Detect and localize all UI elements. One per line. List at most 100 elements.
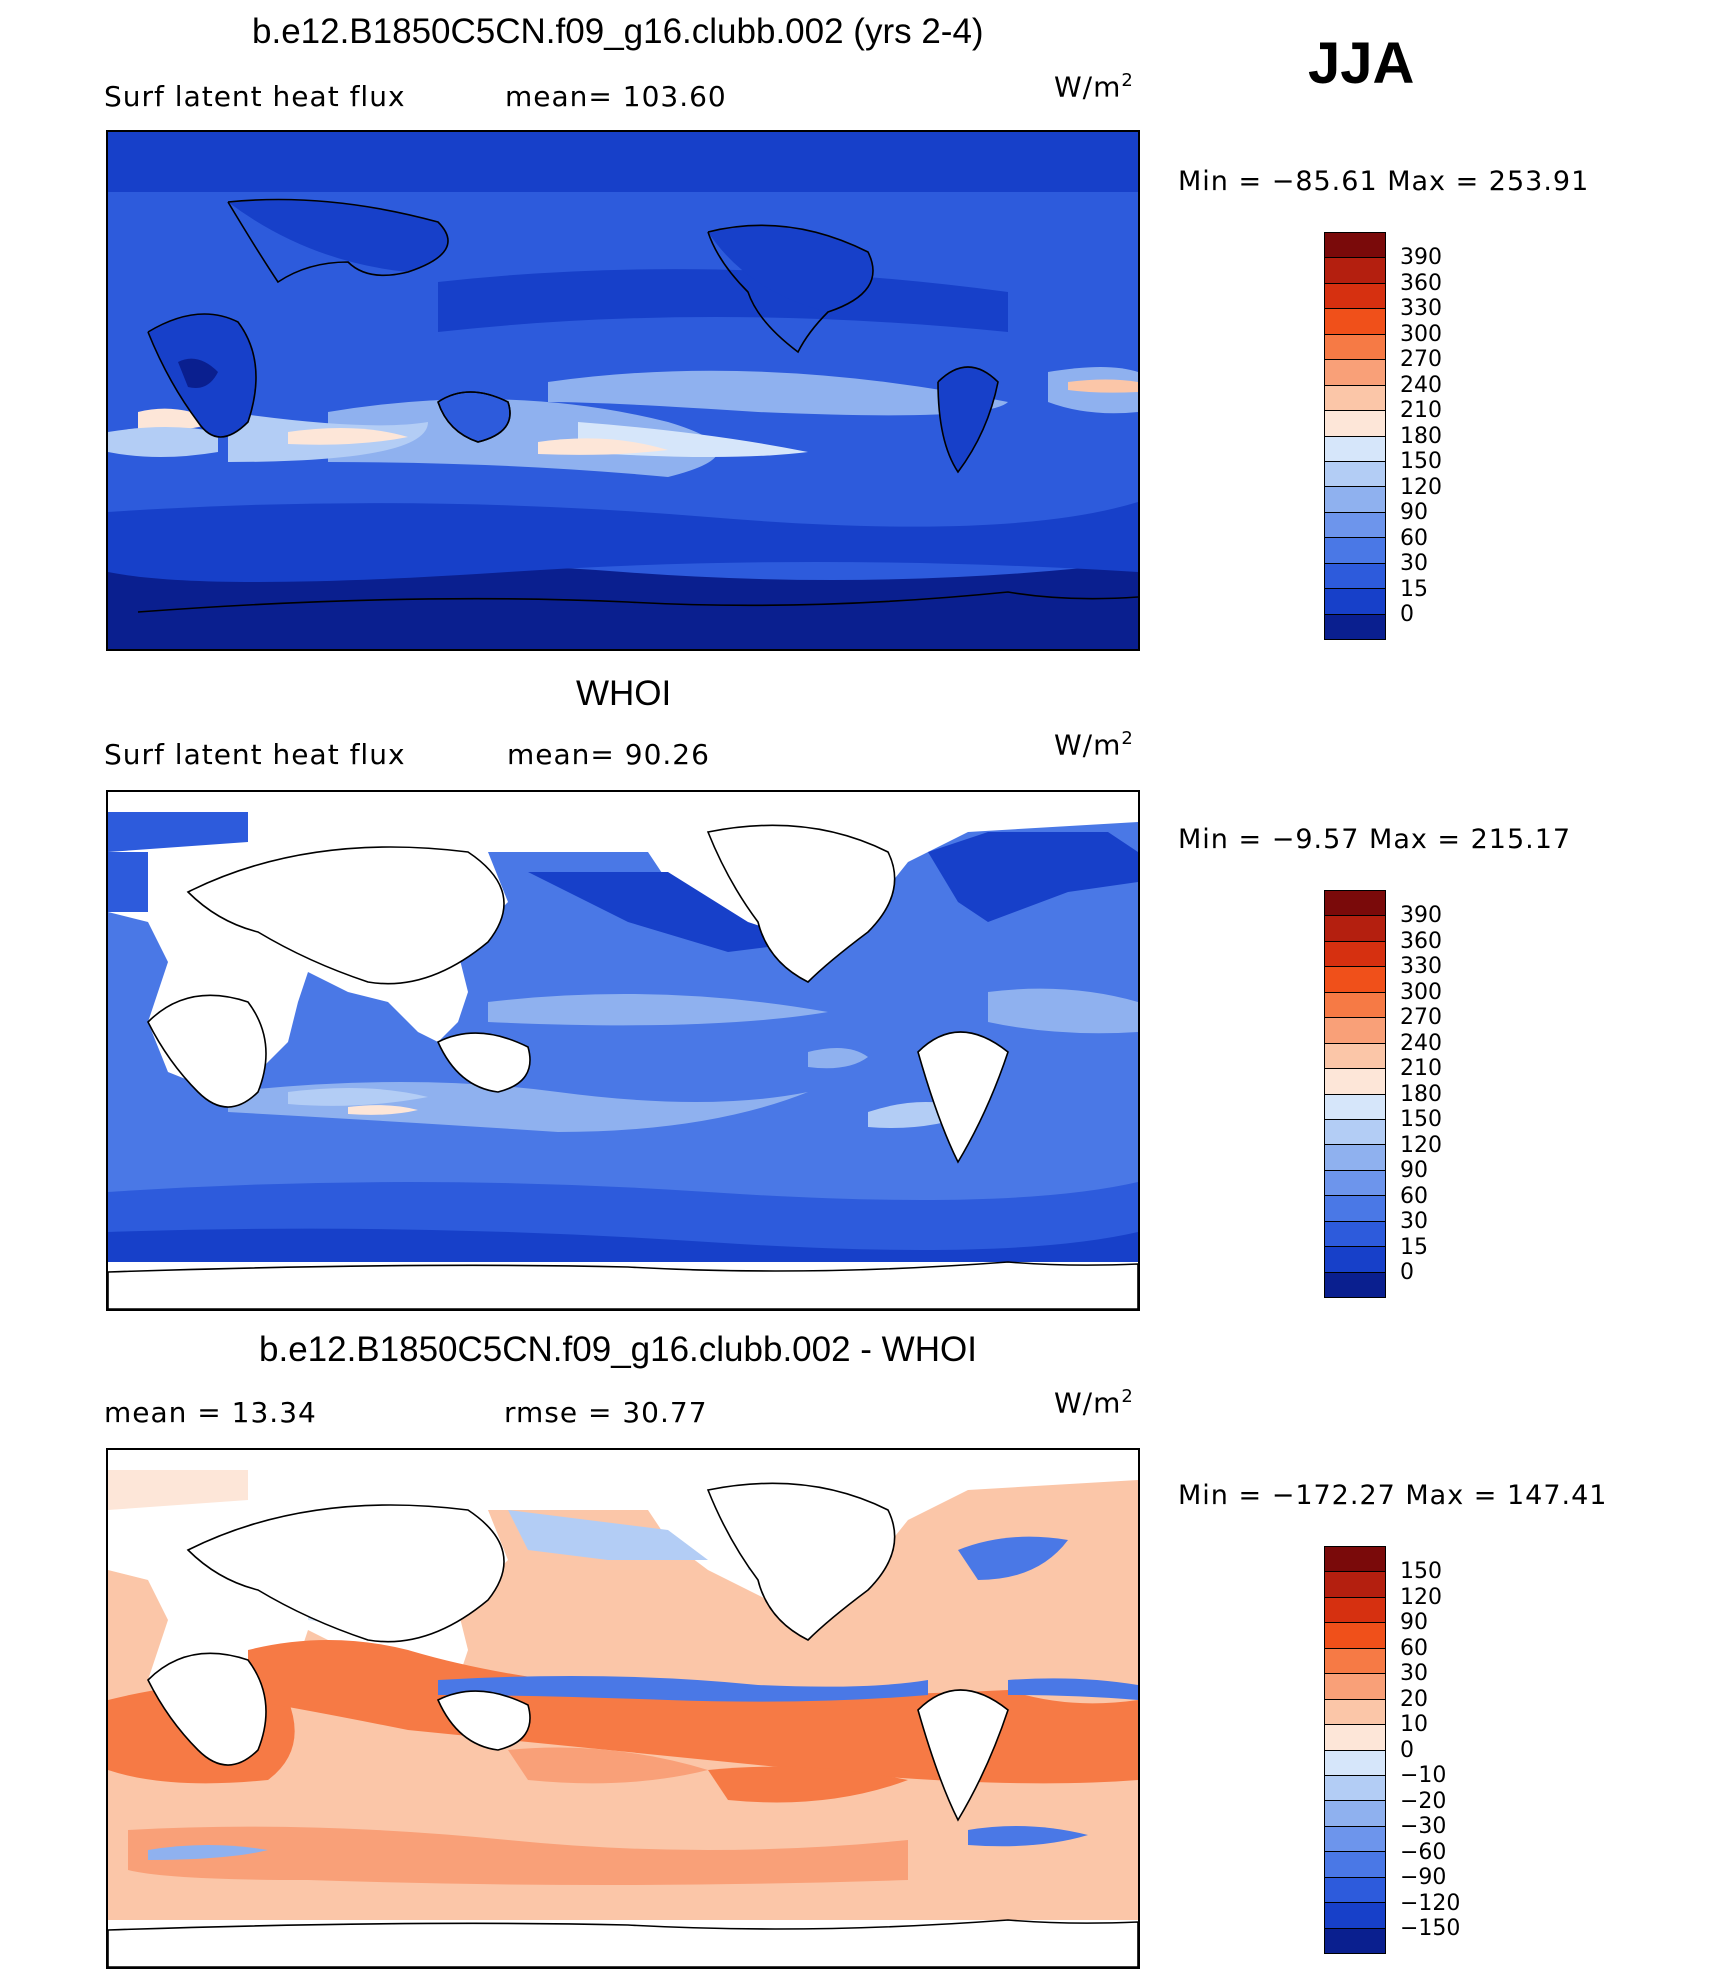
colorbar-level-label: 390 (1400, 903, 1442, 928)
colorbar-swatch (1325, 360, 1385, 386)
colorbar-swatch (1325, 1119, 1385, 1146)
colorbar-swatch (1325, 1043, 1385, 1070)
colorbar-level-label: 180 (1400, 1081, 1442, 1107)
panel1-variable-label: Surf latent heat flux (104, 80, 406, 113)
colorbar-swatch (1325, 1725, 1385, 1751)
panel1-title: b.e12.B1850C5CN.f09_g16.clubb.002 (yrs 2… (252, 12, 984, 51)
colorbar-level-label: 120 (1400, 474, 1442, 500)
colorbar-swatch (1325, 1903, 1385, 1929)
colorbar-swatch (1325, 538, 1385, 564)
colorbar-level-label: 300 (1400, 979, 1442, 1005)
colorbar-level-label: 360 (1400, 270, 1442, 296)
colorbar-swatch (1325, 916, 1385, 942)
colorbar-swatch (1325, 461, 1385, 488)
season-label: JJA (1308, 31, 1415, 96)
colorbar-level-label: 15 (1400, 1234, 1428, 1260)
colorbar-level-label: −60 (1400, 1839, 1447, 1865)
colorbar-level-label: 240 (1400, 1030, 1442, 1056)
colorbar-level-label: 0 (1400, 1260, 1414, 1285)
colorbar-swatch (1325, 283, 1385, 310)
panel2-colorbar (1324, 890, 1386, 1298)
colorbar-swatch (1325, 891, 1385, 917)
colorbar-level-label: 90 (1400, 500, 1428, 525)
colorbar-swatch (1325, 1775, 1385, 1802)
panel2-mean-label: mean= 90.26 (507, 738, 710, 771)
colorbar-level-label: 10 (1400, 1712, 1428, 1737)
colorbar-swatch (1325, 309, 1385, 335)
colorbar-level-label: 240 (1400, 372, 1442, 398)
colorbar-level-label: 330 (1400, 954, 1442, 979)
colorbar-level-label: −150 (1400, 1916, 1461, 1941)
colorbar-swatch (1325, 1094, 1385, 1120)
colorbar-level-label: 0 (1400, 602, 1414, 627)
colorbar-swatch (1325, 411, 1385, 437)
colorbar-swatch (1325, 1852, 1385, 1878)
colorbar-level-label: 20 (1400, 1686, 1428, 1712)
colorbar-swatch (1325, 385, 1385, 412)
panel1-minmax: Min = −85.61 Max = 253.91 (1178, 166, 1590, 197)
colorbar-level-label: 90 (1400, 1158, 1428, 1183)
colorbar-swatch (1325, 1877, 1385, 1904)
colorbar-swatch (1325, 1572, 1385, 1598)
colorbar-swatch (1325, 1623, 1385, 1649)
panel1-map (106, 130, 1140, 651)
colorbar-level-label: 180 (1400, 423, 1442, 449)
colorbar-level-label: 210 (1400, 398, 1442, 423)
panel1-colorbar-labels: 390 360 330 300 270 240 210 180 150 120 90 60 30 15 0 (1400, 245, 1442, 628)
colorbar-swatch (1325, 1145, 1385, 1171)
colorbar-swatch (1325, 1196, 1385, 1222)
panel2-variable-label: Surf latent heat flux (104, 738, 406, 771)
colorbar-swatch (1325, 967, 1385, 993)
colorbar-level-label: 30 (1400, 1209, 1428, 1234)
colorbar-level-label: 150 (1400, 449, 1442, 474)
colorbar-level-label: 390 (1400, 245, 1442, 270)
colorbar-level-label: 210 (1400, 1056, 1442, 1081)
colorbar-level-label: 30 (1400, 551, 1428, 576)
colorbar-swatch (1325, 487, 1385, 513)
colorbar-swatch (1325, 1018, 1385, 1044)
colorbar-level-label: 300 (1400, 321, 1442, 347)
colorbar-swatch (1325, 1699, 1385, 1726)
colorbar-level-label: 270 (1400, 347, 1442, 372)
colorbar-swatch (1325, 589, 1385, 615)
colorbar-swatch (1325, 1826, 1385, 1853)
colorbar-level-label: 150 (1400, 1107, 1442, 1132)
colorbar-level-label: −10 (1400, 1763, 1447, 1788)
colorbar-swatch (1325, 941, 1385, 968)
colorbar-level-label: 90 (1400, 1610, 1428, 1635)
colorbar-swatch (1325, 1170, 1385, 1197)
colorbar-swatch (1325, 334, 1385, 361)
colorbar-level-label: −120 (1400, 1890, 1461, 1916)
colorbar-swatch (1325, 1221, 1385, 1248)
panel3-units: W/m2 (1054, 1386, 1134, 1420)
colorbar-swatch (1325, 1750, 1385, 1776)
colorbar-level-label: 0 (1400, 1737, 1414, 1763)
panel2-map (106, 790, 1140, 1311)
colorbar-swatch (1325, 1272, 1385, 1297)
panel3-map (106, 1448, 1140, 1969)
panel2-colorbar-labels: 390 360 330 300 270 240 210 180 150 120 90 60 30 15 0 (1400, 903, 1442, 1286)
panel3-mean-label: mean = 13.34 (104, 1396, 317, 1429)
colorbar-level-label: 60 (1400, 1183, 1428, 1209)
panel2-title: WHOI (576, 674, 672, 713)
panel2-units: W/m2 (1054, 728, 1134, 762)
colorbar-level-label: −20 (1400, 1788, 1447, 1814)
colorbar-level-label: 150 (1400, 1559, 1442, 1584)
colorbar-swatch (1325, 1547, 1385, 1573)
colorbar-swatch (1325, 1597, 1385, 1624)
colorbar-swatch (1325, 1648, 1385, 1675)
panel1-mean-label: mean= 103.60 (505, 80, 727, 113)
colorbar-level-label: 330 (1400, 296, 1442, 321)
colorbar-level-label: −30 (1400, 1814, 1447, 1839)
colorbar-swatch (1325, 1801, 1385, 1827)
colorbar-swatch (1325, 1069, 1385, 1095)
colorbar-swatch (1325, 436, 1385, 462)
colorbar-swatch (1325, 1928, 1385, 1953)
colorbar-level-label: 60 (1400, 1635, 1428, 1661)
colorbar-swatch (1325, 563, 1385, 590)
colorbar-swatch (1325, 1247, 1385, 1273)
colorbar-level-label: 120 (1400, 1132, 1442, 1158)
colorbar-swatch (1325, 992, 1385, 1019)
panel3-colorbar-labels: 150 120 90 60 30 20 10 0 −10 −20 −30 −60 −90 −120 −150 (1400, 1559, 1460, 1942)
colorbar-swatch (1325, 1674, 1385, 1700)
